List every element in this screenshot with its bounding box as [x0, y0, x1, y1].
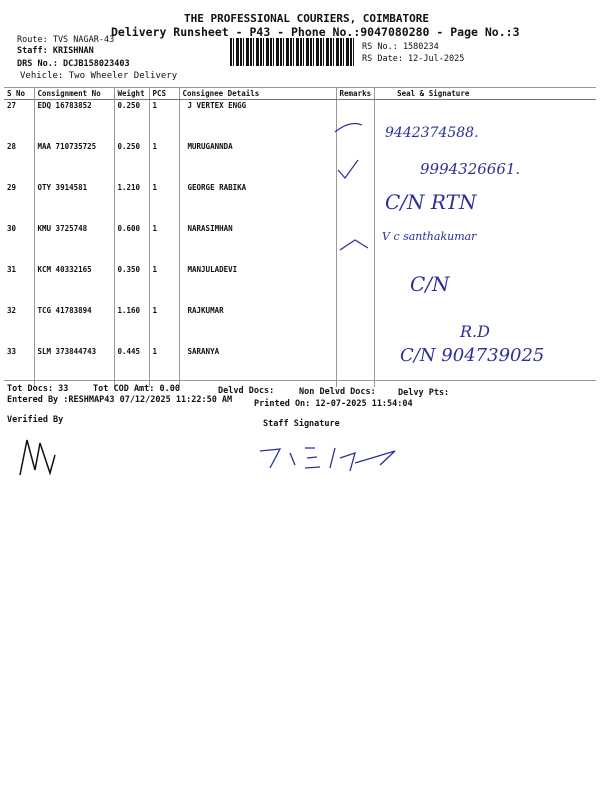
consignment-cell: EDQ 16783852 — [33, 99, 114, 141]
staff: Staff: KRISHNAN — [17, 46, 94, 56]
table-header: S No Consignment No Weight PCS Consignee… — [4, 87, 596, 100]
table-row: 29 OTY 3914581 1.210 1 GEORGE RABIKA — [4, 182, 596, 223]
table-row: 31 KCM 40332165 0.350 1 MANJULADEVI — [4, 264, 596, 305]
pcs-cell: 1 — [148, 182, 179, 223]
non-delvd-docs: Non Delvd Docs: — [299, 387, 376, 397]
pcs-cell: 1 — [148, 264, 179, 305]
handwriting-row33b: C/N 904739025 — [400, 345, 545, 366]
sno-cell: 30 — [7, 224, 17, 233]
weight-cell: 0.600 — [113, 223, 149, 264]
consignment-cell: KMU 3725748 — [33, 223, 114, 264]
handwriting-row27: 9442374588. — [385, 125, 479, 141]
rs-no: RS No.: 1580234 — [362, 42, 439, 52]
handwriting-row33a: R.D — [460, 322, 490, 341]
weight-cell: 0.250 — [113, 99, 149, 141]
sno-cell: 28 — [7, 142, 17, 151]
staff-signature — [259, 447, 396, 472]
drs-no: DRS No.: DCJB158023403 — [17, 59, 130, 69]
weight-cell: 0.350 — [113, 264, 149, 305]
pcs-cell: 1 — [148, 305, 179, 346]
remarks-tick-marks — [334, 122, 369, 251]
weight-cell: 1.160 — [113, 305, 149, 346]
remarks-cell — [335, 99, 375, 141]
rs-date: RS Date: 12-Jul-2025 — [362, 54, 465, 64]
consignee-cell: RAJKUMAR — [178, 305, 336, 346]
seal-cell — [374, 182, 596, 223]
table-row: 32 TCG 41783894 1.160 1 RAJKUMAR — [4, 305, 596, 346]
verifier-signature — [19, 439, 56, 476]
handwriting-row31: C/N — [410, 272, 450, 296]
entered-by: Entered By :RESHMAP43 07/12/2025 11:22:5… — [7, 395, 233, 405]
staff-signature-label: Staff Signature — [263, 419, 340, 429]
sno-cell: 33 — [7, 347, 17, 356]
sno-cell: 27 — [7, 101, 17, 110]
sno-cell: 32 — [7, 306, 17, 315]
weight-cell: 1.210 — [113, 182, 149, 223]
sno-cell: 29 — [7, 183, 17, 192]
verified-by: Verified By — [7, 415, 64, 425]
handwriting-row29: C/N RTN — [385, 190, 477, 214]
runsheet-table: S No Consignment No Weight PCS Consignee… — [4, 87, 596, 387]
delvy-pts: Delvy Pts: — [398, 388, 450, 398]
col-consignee: Consignee Details — [178, 87, 336, 100]
consignee-cell: J VERTEX ENGG — [178, 99, 336, 141]
consignee-cell: MANJULADEVI — [178, 264, 336, 305]
consignee-cell: NARASIMHAN — [178, 223, 336, 264]
consignee-cell: MURUGANNDA — [178, 141, 336, 182]
consignee-cell: GEORGE RABIKA — [178, 182, 336, 223]
consignment-cell: TCG 41783894 — [33, 305, 114, 346]
consignment-cell: KCM 40332165 — [33, 264, 114, 305]
pcs-cell: 1 — [148, 99, 179, 141]
col-pcs: PCS — [148, 87, 179, 100]
seal-cell — [374, 99, 596, 141]
remarks-cell — [335, 182, 375, 223]
barcode — [230, 38, 355, 66]
seal-cell — [374, 223, 596, 264]
route: Route: TVS NAGAR-43 — [17, 35, 115, 45]
company-name: THE PROFESSIONAL COURIERS, COIMBATORE — [184, 12, 430, 25]
col-remarks: Remarks — [335, 87, 375, 100]
seal-cell — [374, 264, 596, 305]
remarks-cell — [335, 264, 375, 305]
col-seal: Seal & Signature — [374, 87, 596, 100]
pcs-cell: 1 — [148, 141, 179, 182]
col-sno: S No — [4, 87, 34, 100]
sno-cell: 31 — [7, 265, 17, 274]
table-row: 27 EDQ 16783852 0.250 1 J VERTEX ENGG — [4, 99, 596, 141]
remarks-cell — [335, 223, 375, 264]
remarks-cell — [335, 305, 375, 346]
footer-divider — [4, 380, 596, 381]
table-row: 30 KMU 3725748 0.600 1 NARASIMHAN — [4, 223, 596, 264]
delvd-docs: Delvd Docs: — [218, 386, 275, 396]
handwriting-row30: V c santhakumar — [382, 230, 477, 243]
runsheet-title: Delivery Runsheet - P43 - Phone No.:9047… — [111, 25, 520, 39]
printed-on: Printed On: 12-07-2025 11:54:04 — [254, 399, 413, 409]
col-consignment: Consignment No — [33, 87, 114, 100]
handwriting-row28: 9994326661. — [420, 160, 521, 178]
pcs-cell: 1 — [148, 223, 179, 264]
col-weight: Weight — [113, 87, 149, 100]
tot-docs: Tot Docs: 33 — [7, 384, 69, 394]
vehicle: Vehicle: Two Wheeler Delivery — [20, 71, 178, 81]
consignment-cell: MAA 710735725 — [33, 141, 114, 182]
seal-cell — [374, 305, 596, 346]
seal-cell — [374, 141, 596, 182]
weight-cell: 0.250 — [113, 141, 149, 182]
consignment-cell: OTY 3914581 — [33, 182, 114, 223]
tot-cod: Tot COD Amt: 0.00 — [93, 384, 180, 394]
